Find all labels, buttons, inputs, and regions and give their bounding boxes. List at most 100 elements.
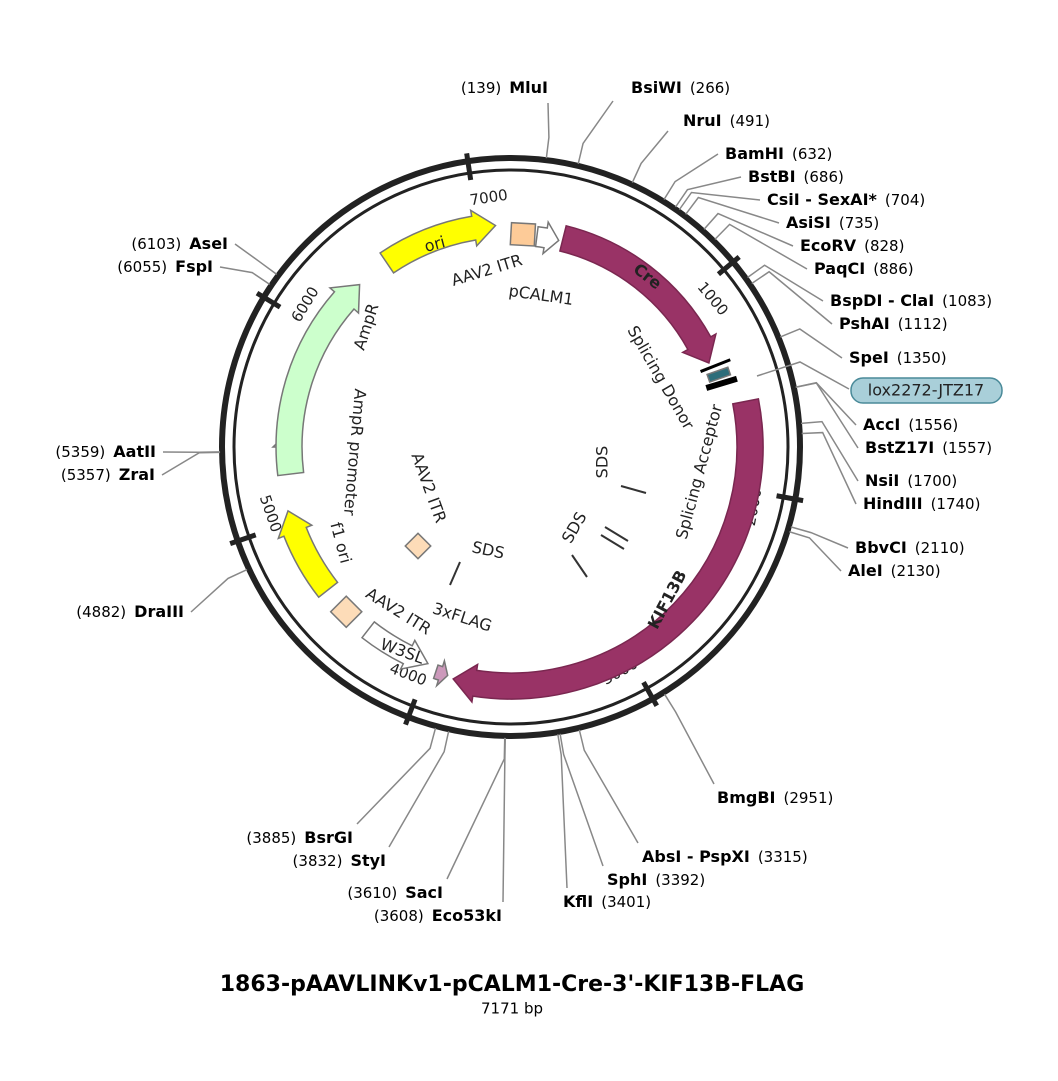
site-position: (6055): [117, 258, 167, 276]
site-position: (886): [873, 260, 913, 278]
site-label: NruI (491): [683, 111, 770, 130]
site-label: BspDI - ClaI (1083): [830, 291, 992, 310]
site-position: (3832): [293, 852, 343, 870]
scale-tick: [716, 254, 741, 277]
site-label: AbsI - PspXI (3315): [642, 847, 808, 866]
site-leader: [795, 381, 857, 426]
site-position: (1557): [942, 439, 992, 457]
site-label: CsiI - SexAI* (704): [767, 190, 925, 209]
site-label: (6055) FspI: [117, 257, 213, 276]
site-label: PshAI (1112): [839, 314, 948, 333]
site-label: SpeI (1350): [849, 348, 947, 367]
site-position: (1700): [907, 472, 957, 490]
site-position: (4882): [76, 603, 126, 621]
site-position: (1350): [897, 349, 947, 367]
site-label: (3832) StyI: [293, 851, 386, 870]
itr-box: [329, 595, 363, 629]
sds-mark: [600, 534, 625, 550]
scale-tick: [776, 493, 804, 504]
site-leader: [577, 100, 614, 165]
site-position: (5359): [55, 443, 105, 461]
site-leader: [747, 264, 824, 302]
feature-label: lox2272-JTZ17: [868, 381, 984, 400]
enzyme-name: NruI: [683, 111, 722, 130]
scale-tick: [255, 290, 282, 310]
enzyme-name: BstBI: [748, 167, 796, 186]
feature-label: f1 ori: [326, 520, 355, 565]
feature-label: SDS: [470, 537, 506, 562]
site-position: (1112): [898, 315, 948, 333]
site-position: (2110): [915, 539, 965, 557]
site-leader: [388, 731, 450, 848]
enzyme-name: BbvCI: [855, 538, 907, 557]
ori-arrow: [379, 208, 497, 274]
site-position: (686): [804, 168, 844, 186]
enzyme-name: CsiI - SexAI*: [767, 190, 878, 209]
backbone-outer: [219, 155, 803, 739]
site-position: (3608): [374, 907, 424, 925]
sds-mark: [620, 485, 647, 494]
enzyme-name: PshAI: [839, 314, 890, 333]
kif13b-arrow: [452, 398, 764, 704]
site-position: (3885): [246, 829, 296, 847]
site-label: AsiSI (735): [786, 213, 879, 232]
site-label: PaqCI (886): [814, 259, 914, 278]
lox-pill: [850, 377, 1003, 404]
site-position: (704): [885, 191, 925, 209]
f1-ori-arrow: [277, 509, 339, 599]
sds-marks: [449, 485, 647, 586]
site-leader: [545, 102, 550, 159]
site-label: (6103) AseI: [131, 234, 228, 253]
site-leader: [631, 130, 669, 183]
site-label: BamHI (632): [725, 144, 832, 163]
site-leader: [559, 733, 604, 867]
site-label: HindIII (1740): [863, 494, 980, 513]
feature-label: ori: [422, 232, 447, 256]
site-position: (491): [730, 112, 770, 130]
enzyme-name: AatII: [113, 442, 156, 461]
enzyme-name: FspI: [175, 257, 213, 276]
site-position: (632): [792, 145, 832, 163]
backbone-inner: [232, 168, 790, 726]
splice-donor-mark: [699, 358, 731, 373]
site-leader: [801, 431, 857, 505]
site-label: EcoRV (828): [800, 236, 904, 255]
enzyme-name: DraIII: [134, 602, 184, 621]
site-leader: [578, 729, 639, 844]
site-leader: [800, 420, 859, 482]
enzyme-name: Eco53kI: [432, 906, 502, 925]
site-leader: [557, 734, 568, 889]
feature-label: SDS: [593, 446, 612, 479]
site-leader: [685, 196, 780, 224]
site-label: (3608) Eco53kI: [374, 906, 502, 925]
scale-label: 1000: [694, 278, 732, 319]
enzyme-name: SpeI: [849, 348, 889, 367]
enzyme-name: BamHI: [725, 144, 784, 163]
site-label: BmgBI (2951): [717, 788, 833, 807]
sds-mark: [571, 554, 588, 578]
enzyme-name: BsrGI: [304, 828, 353, 847]
site-label: AccI (1556): [863, 415, 958, 434]
enzyme-name: AsiSI: [786, 213, 831, 232]
site-label: AleI (2130): [848, 561, 941, 580]
site-leader: [714, 223, 808, 270]
enzyme-name: BmgBI: [717, 788, 775, 807]
enzyme-name: HindIII: [863, 494, 923, 513]
site-position: (1556): [908, 416, 958, 434]
feature-label: pCALM1: [508, 281, 575, 309]
inner-itr-box: [404, 532, 432, 560]
enzyme-name: KflI: [563, 892, 593, 911]
site-leader: [663, 693, 715, 785]
scale-tick: [403, 698, 418, 726]
scale-tick: [464, 152, 474, 181]
site-label: BstBI (686): [748, 167, 844, 186]
enzyme-name: EcoRV: [800, 236, 857, 255]
flag-arrow: [432, 658, 449, 689]
site-position: (3401): [601, 893, 651, 911]
site-label: (3885) BsrGI: [246, 828, 353, 847]
scale-label: 5000: [256, 493, 285, 535]
site-position: (3610): [347, 884, 397, 902]
scale-tick: [641, 681, 659, 707]
site-leader: [678, 191, 761, 211]
site-leader: [161, 451, 221, 476]
